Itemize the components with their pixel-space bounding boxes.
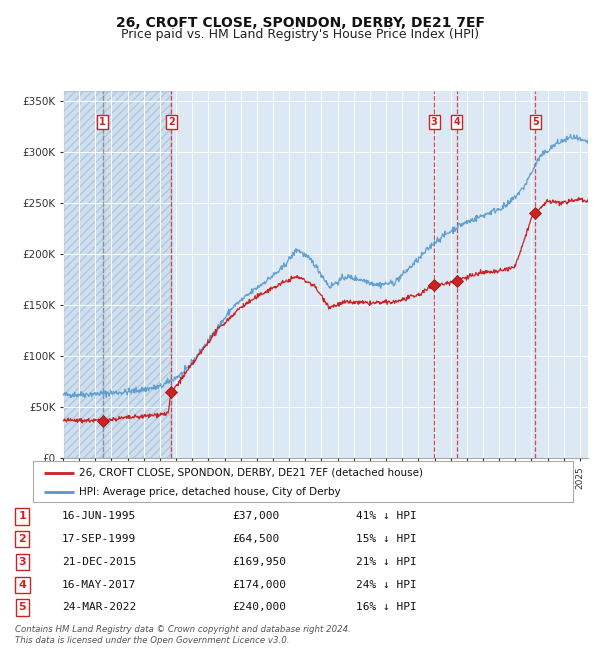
Text: 24% ↓ HPI: 24% ↓ HPI <box>356 580 416 590</box>
Text: 2: 2 <box>19 534 26 544</box>
Text: This data is licensed under the Open Government Licence v3.0.: This data is licensed under the Open Gov… <box>15 636 290 645</box>
Text: Contains HM Land Registry data © Crown copyright and database right 2024.: Contains HM Land Registry data © Crown c… <box>15 625 351 634</box>
Text: 2: 2 <box>168 117 175 127</box>
Text: 21-DEC-2015: 21-DEC-2015 <box>62 557 136 567</box>
Bar <box>63 91 103 458</box>
Text: £240,000: £240,000 <box>232 603 286 612</box>
Text: 4: 4 <box>453 117 460 127</box>
Bar <box>63 91 103 458</box>
Text: 41% ↓ HPI: 41% ↓ HPI <box>356 512 416 521</box>
Text: HPI: Average price, detached house, City of Derby: HPI: Average price, detached house, City… <box>79 487 341 497</box>
Bar <box>103 91 172 458</box>
Text: £64,500: £64,500 <box>232 534 280 544</box>
Text: 3: 3 <box>431 117 437 127</box>
Text: 16-JUN-1995: 16-JUN-1995 <box>62 512 136 521</box>
Text: 15% ↓ HPI: 15% ↓ HPI <box>356 534 416 544</box>
Text: £169,950: £169,950 <box>232 557 286 567</box>
Text: £37,000: £37,000 <box>232 512 280 521</box>
Text: 17-SEP-1999: 17-SEP-1999 <box>62 534 136 544</box>
Text: Price paid vs. HM Land Registry's House Price Index (HPI): Price paid vs. HM Land Registry's House … <box>121 28 479 41</box>
Text: £174,000: £174,000 <box>232 580 286 590</box>
Text: 26, CROFT CLOSE, SPONDON, DERBY, DE21 7EF: 26, CROFT CLOSE, SPONDON, DERBY, DE21 7E… <box>115 16 485 30</box>
Text: 5: 5 <box>532 117 539 127</box>
Text: 26, CROFT CLOSE, SPONDON, DERBY, DE21 7EF (detached house): 26, CROFT CLOSE, SPONDON, DERBY, DE21 7E… <box>79 468 423 478</box>
Text: 4: 4 <box>19 580 26 590</box>
Text: 5: 5 <box>19 603 26 612</box>
Text: 16% ↓ HPI: 16% ↓ HPI <box>356 603 416 612</box>
Bar <box>103 91 172 458</box>
Text: 16-MAY-2017: 16-MAY-2017 <box>62 580 136 590</box>
Text: 24-MAR-2022: 24-MAR-2022 <box>62 603 136 612</box>
Text: 1: 1 <box>19 512 26 521</box>
Text: 1: 1 <box>100 117 106 127</box>
Text: 3: 3 <box>19 557 26 567</box>
Text: 21% ↓ HPI: 21% ↓ HPI <box>356 557 416 567</box>
